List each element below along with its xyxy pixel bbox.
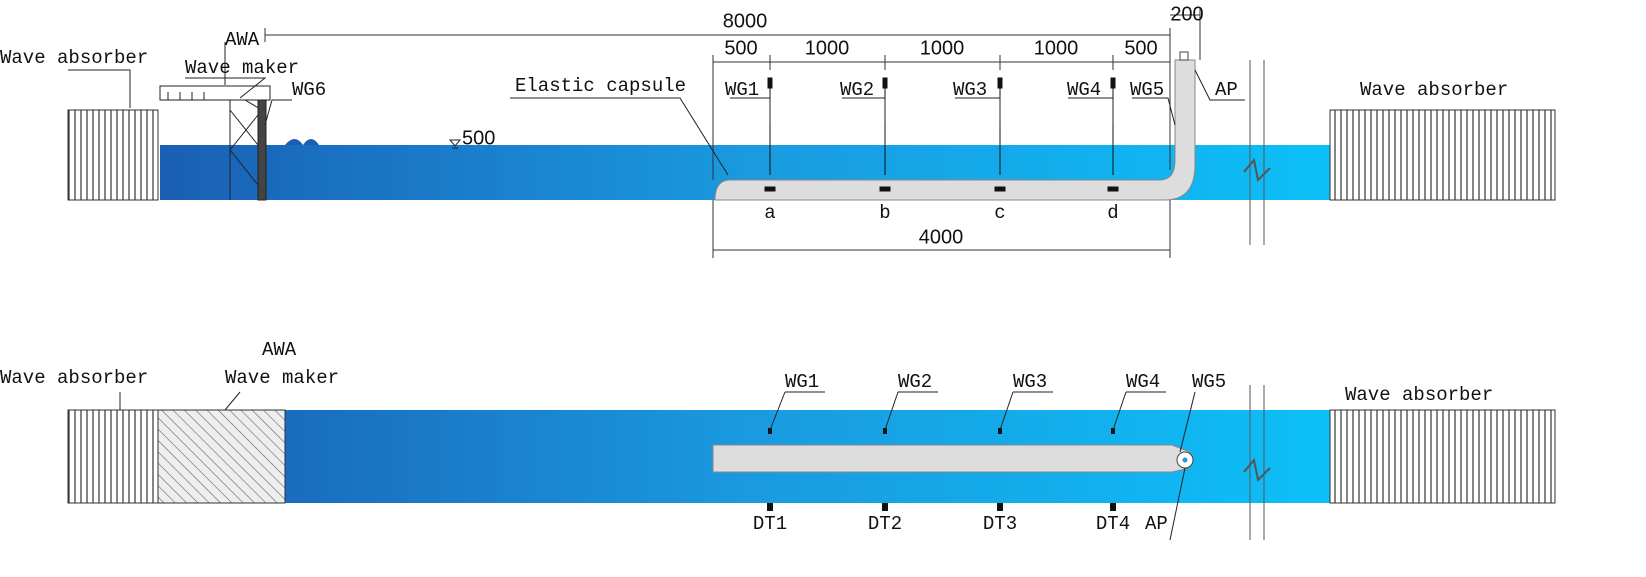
label: WG3 [953, 79, 987, 101]
label: Elastic capsule [515, 75, 686, 97]
leader-lines [119, 391, 1196, 541]
label: WG5 [1192, 371, 1226, 393]
leader-lines [68, 42, 1245, 176]
capsule [714, 59, 1196, 201]
label: Wave absorber [1360, 79, 1508, 101]
dimension: 500 [1124, 37, 1157, 59]
break-line [1243, 385, 1271, 540]
label: WG2 [898, 371, 932, 393]
label: a [764, 202, 775, 224]
label: WG6 [292, 79, 326, 101]
label: Wave absorber [1345, 384, 1493, 406]
dimension: 1000 [1034, 37, 1079, 59]
elevation-view: Wave absorber AWA Wave maker WG6 Elastic… [0, 3, 1556, 258]
air-pump [1179, 51, 1189, 61]
label: AWA [225, 29, 260, 51]
plan-view: AWA Wave absorber Wave maker Wave absorb… [0, 339, 1556, 541]
dimension-lines [264, 8, 1201, 258]
label: AP [1215, 79, 1238, 101]
label: DT3 [983, 513, 1017, 535]
label: 500 [462, 127, 495, 149]
label: WG3 [1013, 371, 1047, 393]
label: WG2 [840, 79, 874, 101]
gauges [764, 77, 1119, 192]
absorber [1329, 109, 1556, 201]
label: d [1107, 202, 1118, 224]
dimension: 4000 [919, 226, 964, 248]
label: Wave maker [185, 57, 299, 79]
dimension: 200 [1170, 3, 1203, 25]
label: DT4 [1096, 513, 1130, 535]
label: Wave absorber [0, 47, 148, 69]
dimension: 8000 [723, 10, 768, 32]
label: WG1 [785, 371, 819, 393]
absorber [67, 409, 159, 504]
absorber [67, 109, 159, 201]
dimension: 500 [724, 37, 757, 59]
label: DT1 [753, 513, 787, 535]
label: DT2 [868, 513, 902, 535]
break-line [1243, 60, 1271, 245]
sensors [767, 428, 1116, 511]
air-pump [1182, 457, 1188, 463]
dimension: 1000 [920, 37, 965, 59]
label: Wave maker [225, 367, 339, 389]
label: Wave absorber [0, 367, 148, 389]
label: b [879, 202, 890, 224]
wave [285, 139, 319, 145]
dimension: 1000 [805, 37, 850, 59]
label: WG4 [1067, 79, 1101, 101]
label: c [994, 202, 1005, 224]
label: WG4 [1126, 371, 1160, 393]
wave-maker [157, 409, 286, 504]
capsule [712, 444, 1191, 473]
label: AWA [262, 339, 297, 361]
label: AP [1145, 513, 1168, 535]
label: WG1 [725, 79, 759, 101]
absorber [1329, 409, 1556, 504]
label: WG5 [1130, 79, 1164, 101]
